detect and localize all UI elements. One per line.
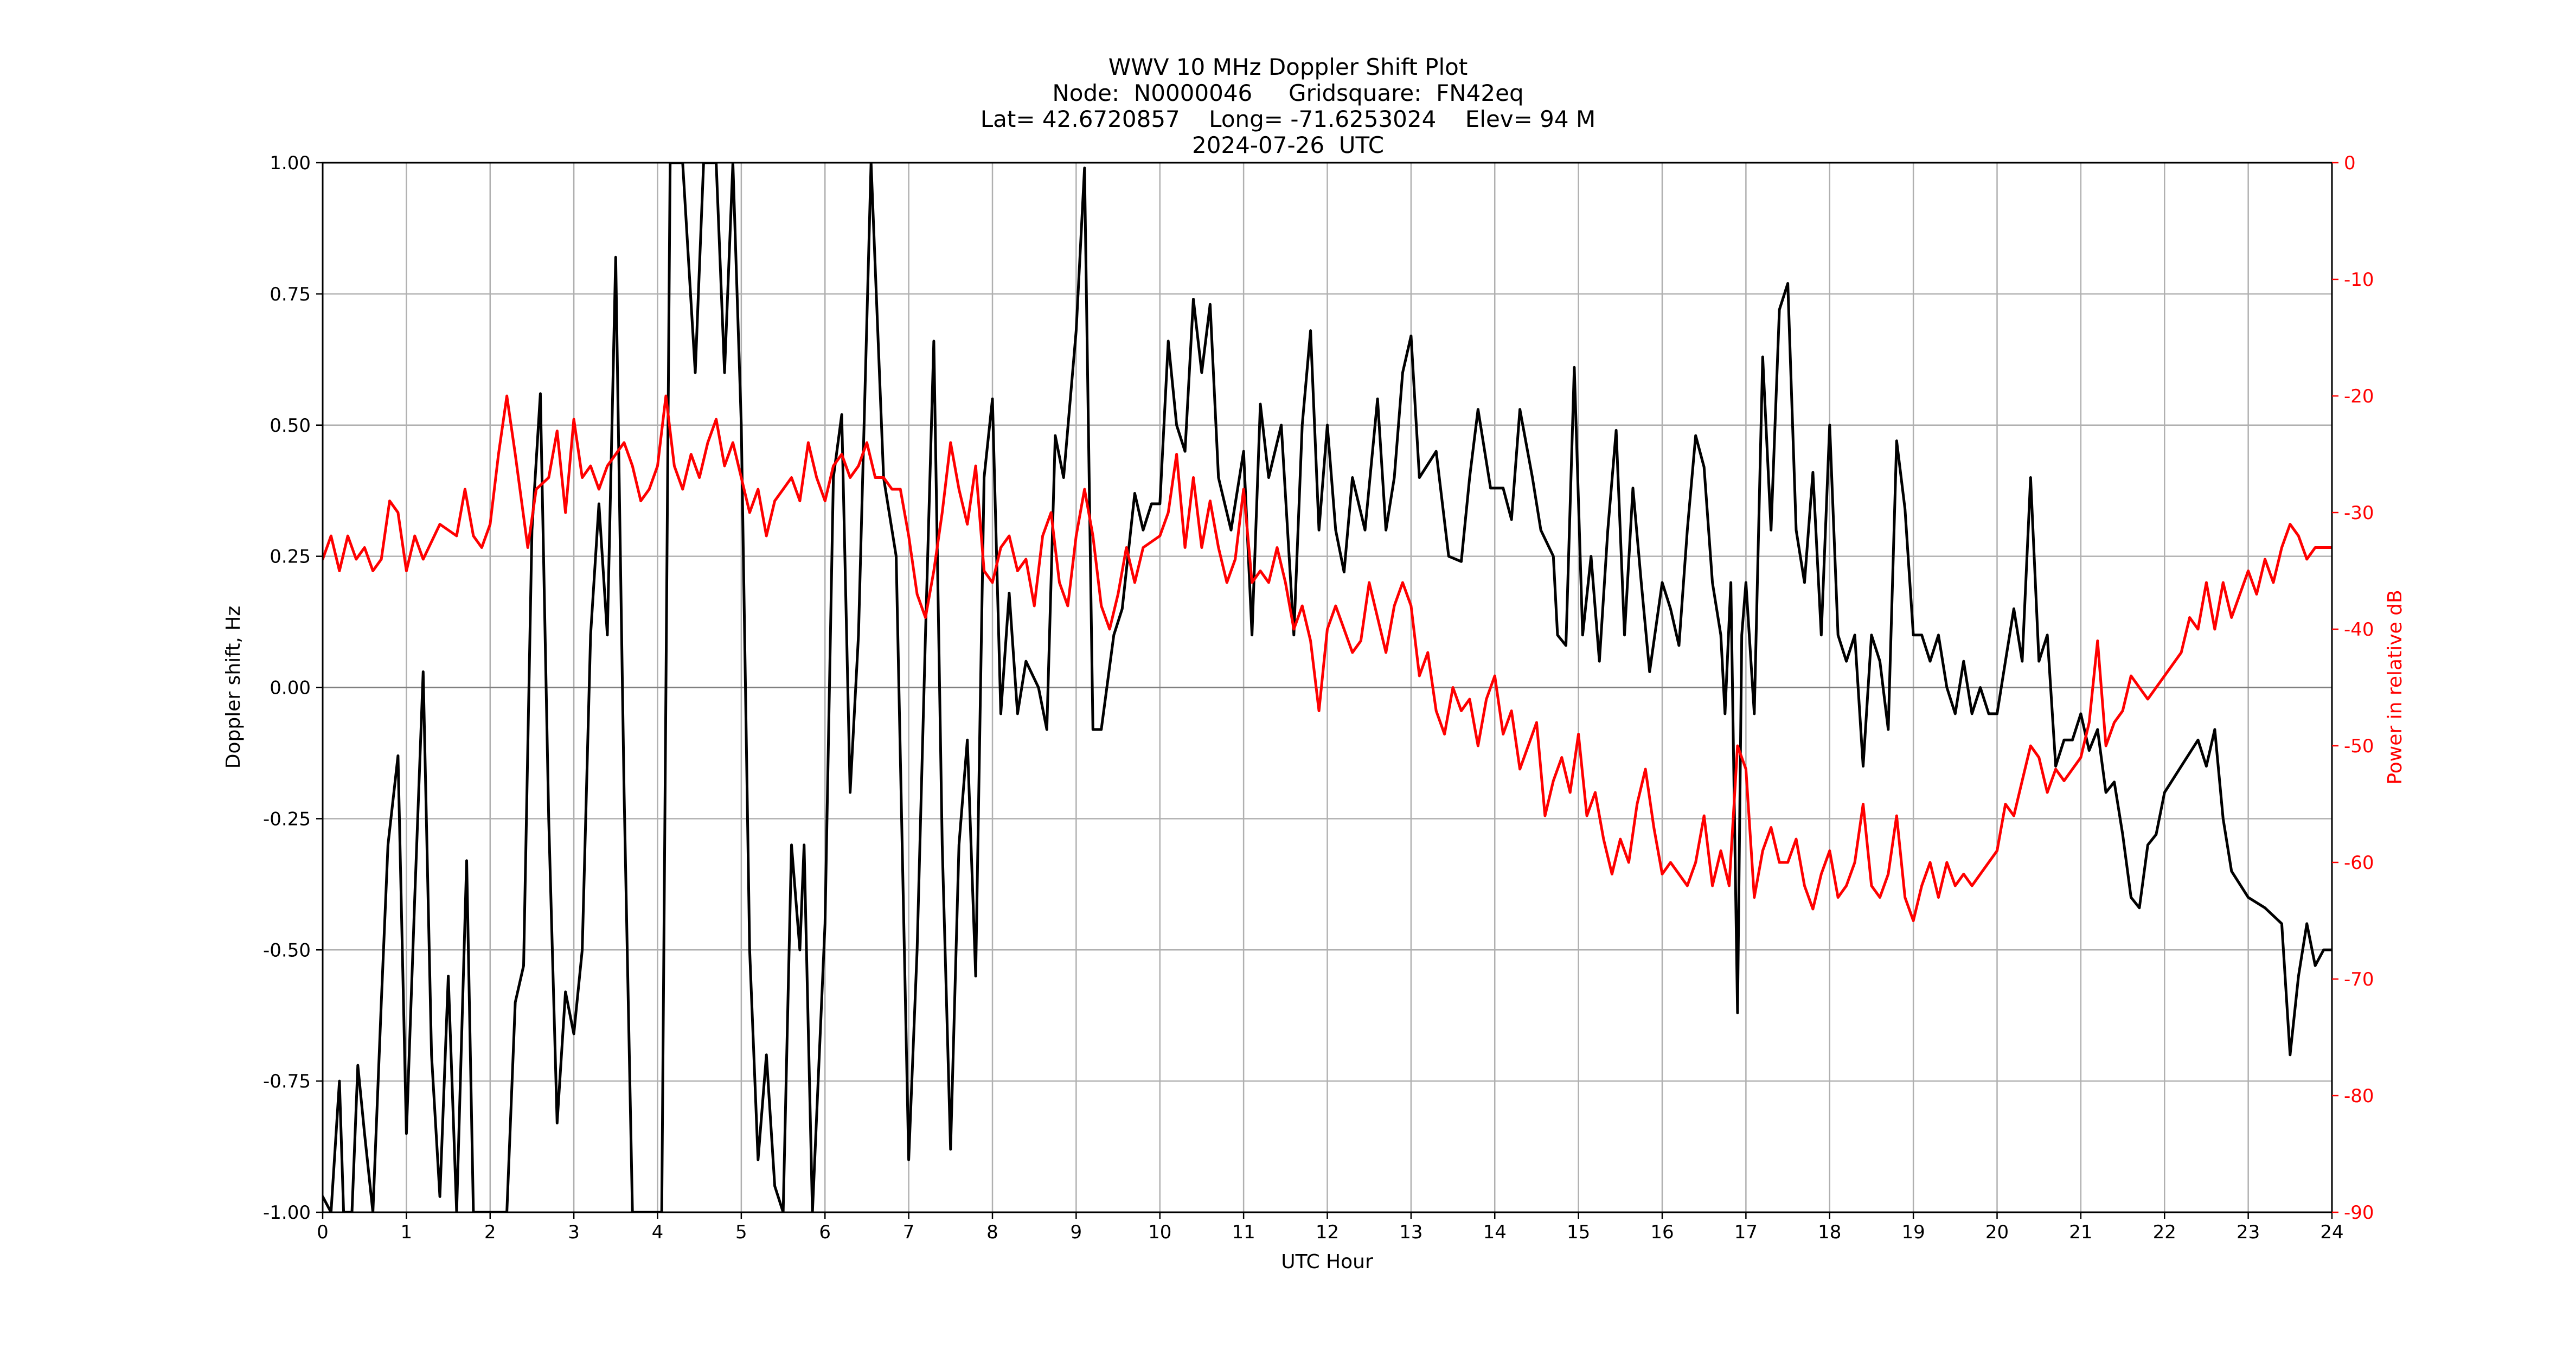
y-tick-label-right: -30 (2344, 502, 2374, 524)
x-tick-label: 12 (1316, 1221, 1339, 1243)
y-tick-label-left: 0.00 (270, 677, 311, 699)
title-line-4: 2024-07-26 UTC (1191, 132, 1385, 158)
y-tick-label-right: -10 (2344, 269, 2374, 291)
x-tick-label: 10 (1148, 1221, 1171, 1243)
x-tick-label: 17 (1734, 1221, 1758, 1243)
x-tick-label: 15 (1567, 1221, 1590, 1243)
y-tick-label-right: -70 (2344, 969, 2374, 990)
y-axis-label-left: Doppler shift, Hz (222, 606, 245, 769)
x-tick-label: 3 (568, 1221, 580, 1243)
doppler-series-line (323, 163, 2332, 1212)
y-tick-label-right: -80 (2344, 1085, 2374, 1107)
x-tick-label: 13 (1399, 1221, 1422, 1243)
x-tick-label: 16 (1650, 1221, 1674, 1243)
x-tick-label: 1 (401, 1221, 413, 1243)
title-line-1: WWV 10 MHz Doppler Shift Plot (1108, 54, 1468, 80)
y-tick-label-left: 0.75 (270, 284, 311, 305)
y-tick-label-left: -0.25 (263, 808, 311, 830)
title-line-2: Node: N0000046 Gridsquare: FN42eq (1052, 80, 1524, 106)
x-tick-label: 22 (2153, 1221, 2176, 1243)
x-tick-label: 21 (2069, 1221, 2092, 1243)
y-tick-label-right: -40 (2344, 619, 2374, 641)
chart-title: WWV 10 MHz Doppler Shift Plot Node: N000… (0, 54, 2576, 158)
y-tick-label-right: 0 (2344, 152, 2356, 174)
title-line-3: Lat= 42.6720857 Long= -71.6253024 Elev= … (980, 106, 1596, 132)
x-tick-label: 0 (317, 1221, 329, 1243)
x-tick-label: 20 (1985, 1221, 2009, 1243)
y-tick-label-left: 1.00 (270, 152, 311, 174)
x-tick-label: 9 (1071, 1221, 1082, 1243)
y-tick-label-left: -1.00 (263, 1202, 311, 1224)
y-axis-label-right: Power in relative dB (2384, 590, 2406, 784)
x-axis-label: UTC Hour (1281, 1251, 1373, 1273)
power-series-line (323, 394, 2332, 922)
x-tick-label: 14 (1483, 1221, 1507, 1243)
x-tick-label: 11 (1232, 1221, 1255, 1243)
y-tick-label-left: 0.50 (270, 415, 311, 437)
x-tick-label: 5 (735, 1221, 747, 1243)
x-tick-label: 23 (2237, 1221, 2260, 1243)
x-tick-label: 4 (652, 1221, 664, 1243)
y-tick-label-right: -60 (2344, 852, 2374, 874)
y-tick-label-right: -90 (2344, 1202, 2374, 1224)
y-tick-label-right: -50 (2344, 735, 2374, 757)
y-tick-label-right: -20 (2344, 386, 2374, 407)
x-tick-label: 8 (986, 1221, 998, 1243)
y-tick-label-left: -0.75 (263, 1071, 311, 1092)
x-tick-label: 6 (819, 1221, 831, 1243)
y-tick-label-left: -0.50 (263, 939, 311, 961)
x-tick-label: 7 (903, 1221, 915, 1243)
y-tick-label-left: 0.25 (270, 546, 311, 568)
axes: 0 1 2 3 4 5 6 7 8 9 10 11 12 13 14 15 16 17 18 19 20 21 22 23 24… (263, 152, 2374, 1243)
x-tick-label: 2 (484, 1221, 496, 1243)
x-tick-label: 19 (1901, 1221, 1925, 1243)
x-tick-label: 24 (2320, 1221, 2343, 1243)
x-tick-label: 18 (1818, 1221, 1841, 1243)
series-layer (323, 163, 2332, 1212)
grid (322, 162, 2333, 1213)
